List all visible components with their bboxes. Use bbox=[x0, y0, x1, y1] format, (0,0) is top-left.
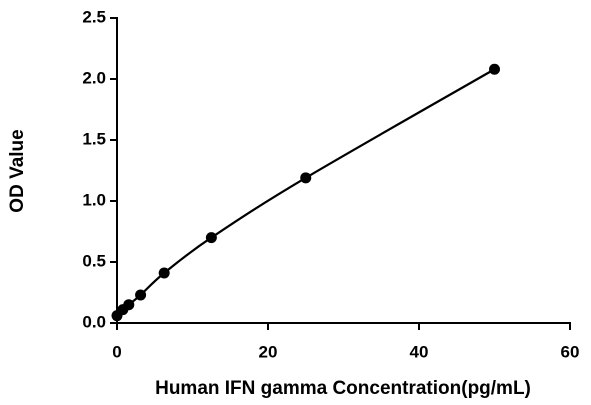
x-tick-label: 0 bbox=[112, 342, 121, 361]
y-tick-label: 1.5 bbox=[82, 129, 106, 148]
x-tick-label: 40 bbox=[410, 342, 429, 361]
x-tick-label: 20 bbox=[259, 342, 278, 361]
data-point bbox=[489, 63, 500, 75]
data-point bbox=[205, 232, 217, 244]
x-axis-label: Human IFN gamma Concentration(pg/mL) bbox=[155, 378, 531, 399]
y-tick-label: 0.5 bbox=[82, 251, 106, 270]
data-point bbox=[123, 299, 135, 311]
fit-curve bbox=[116, 68, 496, 317]
data-point bbox=[158, 267, 170, 279]
y-tick-label: 0.0 bbox=[82, 312, 106, 331]
y-tick-label: 2.5 bbox=[82, 7, 106, 26]
y-tick-label: 2.0 bbox=[82, 68, 106, 87]
data-point bbox=[135, 289, 147, 301]
x-tick-label: 60 bbox=[561, 342, 580, 361]
y-axis-label: OD Value bbox=[7, 129, 28, 212]
data-point bbox=[300, 172, 312, 184]
y-tick-label: 1.0 bbox=[82, 190, 106, 209]
